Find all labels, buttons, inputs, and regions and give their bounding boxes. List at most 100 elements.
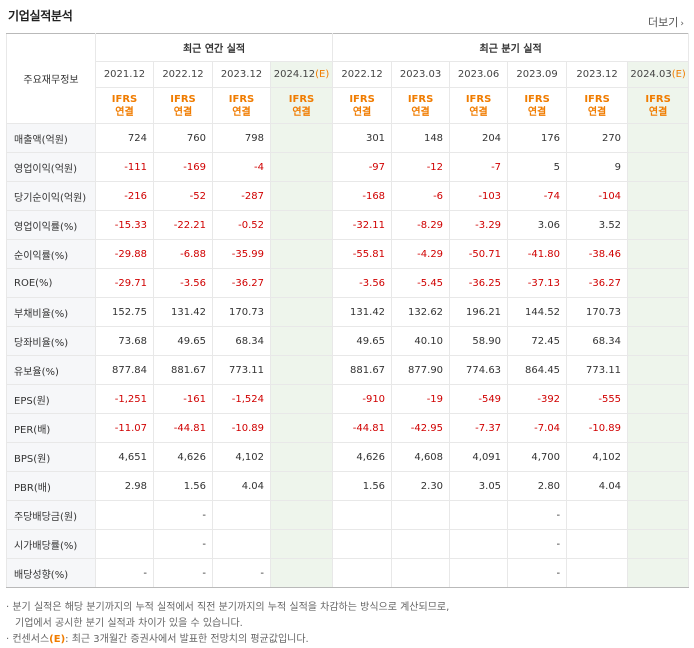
period-header: 2022.12 xyxy=(332,61,393,88)
value-cell: 798 xyxy=(212,123,271,153)
table-row: 시가배당률(%) - - xyxy=(6,529,690,559)
basis-top: IFRS xyxy=(645,93,671,105)
value-cell xyxy=(627,413,690,443)
value-cell: -42.95 xyxy=(391,413,451,443)
value-cell: -287 xyxy=(212,181,271,211)
value-cell: 131.42 xyxy=(332,297,393,327)
row-label: 당기순이익(억원) xyxy=(6,181,96,211)
value-cell: -12 xyxy=(391,152,451,182)
value-cell xyxy=(95,529,154,559)
value-cell: 4,091 xyxy=(449,442,509,472)
value-cell: - xyxy=(507,558,568,588)
basis-header: IFRS 연결 xyxy=(391,87,451,124)
value-cell xyxy=(449,529,509,559)
value-cell: -5.45 xyxy=(391,268,451,298)
row-label: ROE(%) xyxy=(6,268,96,298)
value-cell: -111 xyxy=(95,152,154,182)
value-cell xyxy=(627,355,690,385)
table-row: PER(배) -11.07 -44.81 -10.89 -44.81 -42.95 -7.3… xyxy=(6,413,690,443)
value-cell: -37.13 xyxy=(507,268,568,298)
basis-top: IFRS xyxy=(170,93,196,105)
value-cell: -104 xyxy=(566,181,629,211)
value-cell: 4.04 xyxy=(566,471,629,501)
value-cell: -29.88 xyxy=(95,239,154,269)
value-cell xyxy=(627,558,690,588)
estimate-mark: (E) xyxy=(49,634,66,645)
basis-top: IFRS xyxy=(407,93,434,105)
value-cell xyxy=(332,500,393,530)
basis-header: IFRS 연결 xyxy=(566,87,629,124)
table-row: 당기순이익(억원) -216 -52 -287 -168 -6 -103 -74 -104 xyxy=(6,181,690,211)
value-cell xyxy=(269,442,334,472)
table-row: ROE(%) -29.71 -3.56 -36.27 -3.56 -5.45 -36.25-… xyxy=(6,268,690,298)
value-cell: 877.84 xyxy=(95,355,154,385)
value-cell xyxy=(269,413,334,443)
value-cell: 58.90 xyxy=(449,326,509,356)
value-cell xyxy=(627,210,690,240)
value-cell: 170.73 xyxy=(566,297,629,327)
period-header: 2023.12 xyxy=(566,61,629,88)
basis-top: IFRS xyxy=(111,93,138,105)
period-header: 2022.12 xyxy=(153,61,213,88)
value-cell xyxy=(269,326,334,356)
period-label: 2024.03 xyxy=(630,69,672,80)
value-cell: 1.56 xyxy=(153,471,213,501)
value-cell: -32.11 xyxy=(332,210,393,240)
value-cell: -555 xyxy=(566,384,629,414)
quarterly-group-header: 최근 분기 실적 xyxy=(332,33,690,62)
value-cell: 877.90 xyxy=(391,355,451,385)
value-cell xyxy=(269,500,334,530)
value-cell: - xyxy=(153,500,213,530)
period-header: 2024.03(E) xyxy=(627,61,690,88)
basis-header: IFRS 연결 xyxy=(153,87,213,124)
period-label: 2022.12 xyxy=(162,69,204,80)
value-cell xyxy=(269,297,334,327)
more-link[interactable]: 더보기 › xyxy=(648,14,684,30)
value-cell: -10.89 xyxy=(212,413,271,443)
value-cell: 301 xyxy=(332,123,393,153)
value-cell: 176 xyxy=(507,123,568,153)
row-label: 영업이익률(%) xyxy=(6,210,96,240)
value-cell: 72.45 xyxy=(507,326,568,356)
row-label: 배당성향(%) xyxy=(6,558,96,588)
estimate-mark: (E) xyxy=(315,69,330,80)
value-cell: -41.80 xyxy=(507,239,568,269)
value-cell xyxy=(627,152,690,182)
value-cell: 4,102 xyxy=(212,442,271,472)
footnote-2: · 컨센서스(E): 최근 3개월간 증권사에서 발표한 전망치의 평균값입니다… xyxy=(6,634,309,645)
value-cell: -4.29 xyxy=(391,239,451,269)
footnotes: · 분기 실적은 해당 분기까지의 누적 실적에서 직전 분기까지의 누적 실적… xyxy=(6,600,449,648)
period-label: 2021.12 xyxy=(103,69,146,80)
value-cell: 152.75 xyxy=(95,297,154,327)
basis-header: IFRS 연결 xyxy=(507,87,568,124)
value-cell: 724 xyxy=(95,123,154,153)
basis-bottom: 연결 xyxy=(411,106,430,118)
row-label: BPS(원) xyxy=(6,442,96,472)
table-row: 당좌비율(%) 73.68 49.65 68.34 49.65 40.10 58.90 72.… xyxy=(6,326,690,356)
basis-bottom: 연결 xyxy=(527,106,547,118)
value-cell: 864.45 xyxy=(507,355,568,385)
value-cell: -6 xyxy=(391,181,451,211)
basis-bottom: 연결 xyxy=(352,106,372,118)
basis-bottom: 연결 xyxy=(115,106,134,118)
basis-bottom: 연결 xyxy=(587,106,607,118)
basis-header: IFRS 연결 xyxy=(449,87,509,124)
value-cell xyxy=(269,355,334,385)
period-label: 2023.09 xyxy=(516,69,558,80)
period-header: 2021.12 xyxy=(95,61,154,88)
table-row: 매출액(억원) 724 760 798 301 148 204 176 270 xyxy=(6,123,690,153)
value-cell: 170.73 xyxy=(212,297,271,327)
value-cell: -11.07 xyxy=(95,413,154,443)
value-cell: 148 xyxy=(391,123,451,153)
value-cell: -8.29 xyxy=(391,210,451,240)
basis-header: IFRS 연결 xyxy=(627,87,690,124)
value-cell: 68.34 xyxy=(566,326,629,356)
value-cell: 196.21 xyxy=(449,297,509,327)
period-header: 2023.12 xyxy=(212,61,271,88)
chevron-right-icon: › xyxy=(680,19,684,29)
basis-top: IFRS xyxy=(584,93,610,105)
value-cell xyxy=(627,297,690,327)
basis-header: IFRS 연결 xyxy=(212,87,271,124)
value-cell: - xyxy=(507,529,568,559)
